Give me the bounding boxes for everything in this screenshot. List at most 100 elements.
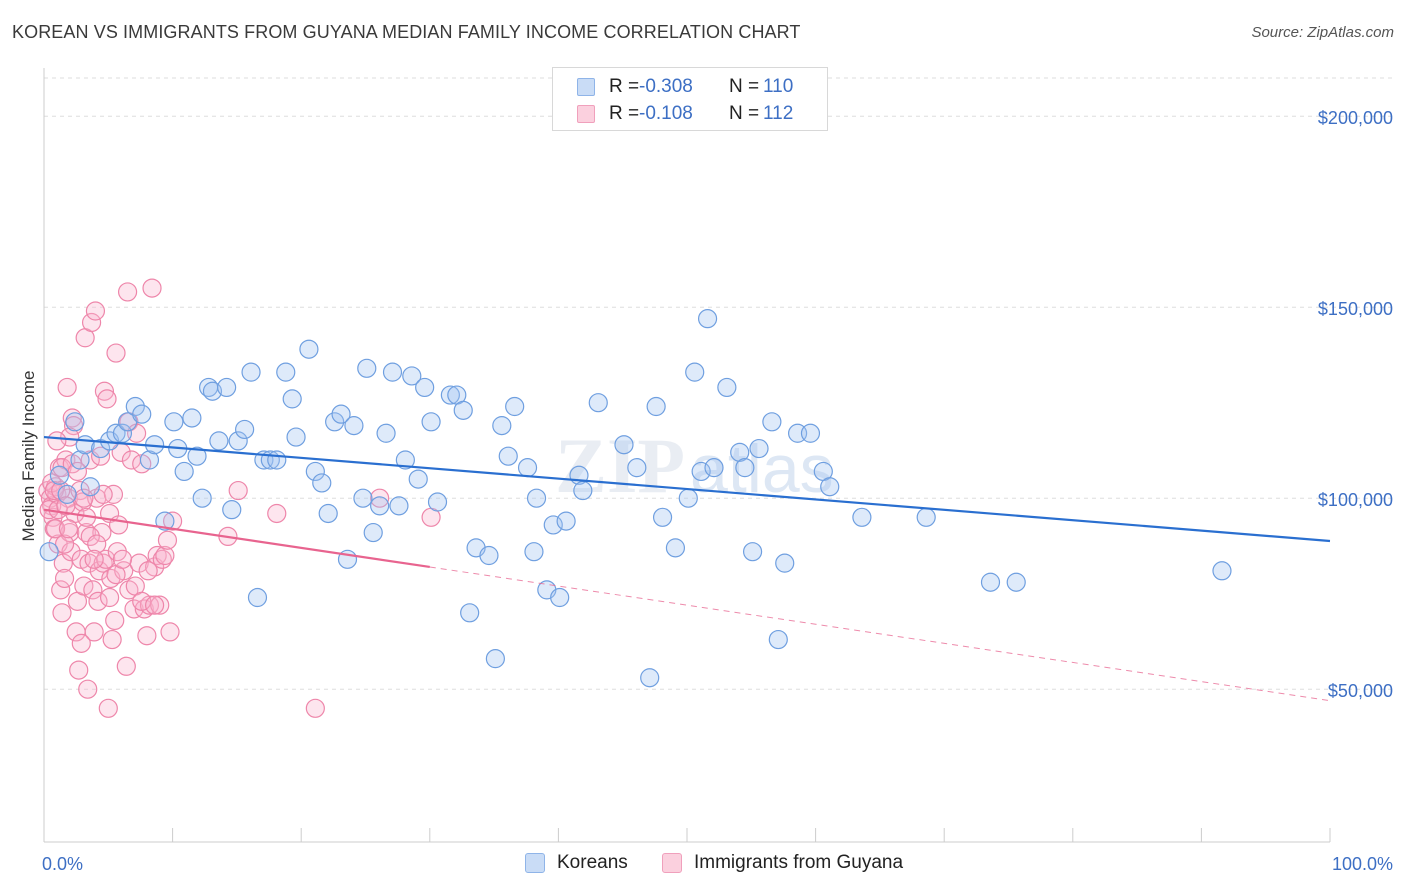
korean-point bbox=[498, 446, 518, 466]
x-tick-label: 0.0% bbox=[42, 854, 83, 874]
guyana-point bbox=[305, 698, 325, 718]
korean-point bbox=[57, 484, 77, 504]
korean-point bbox=[112, 423, 133, 443]
korean-point bbox=[241, 362, 261, 382]
guyana-point bbox=[103, 484, 124, 504]
x-tick-label: 100.0% bbox=[1332, 854, 1393, 874]
korean-point bbox=[235, 419, 255, 440]
guyana-point bbox=[69, 660, 89, 680]
guyana-point bbox=[267, 503, 287, 524]
guyana-point bbox=[88, 591, 108, 611]
guyana-trend-extension bbox=[429, 566, 1331, 702]
guyana-point bbox=[84, 549, 104, 569]
koreans-trend-line bbox=[43, 435, 1331, 543]
r-label: R = bbox=[609, 76, 640, 97]
legend-item-guyana[interactable]: Immigrants from Guyana bbox=[662, 852, 903, 874]
korean-point bbox=[460, 603, 480, 623]
guyana-point bbox=[108, 515, 129, 535]
korean-point bbox=[640, 668, 660, 688]
guyana-point bbox=[157, 530, 178, 550]
guyana-point bbox=[44, 480, 64, 501]
guyana-point bbox=[163, 511, 183, 531]
guyana-point bbox=[132, 591, 152, 611]
guyana-point bbox=[99, 587, 120, 608]
korean-point bbox=[325, 412, 345, 432]
guyana-point bbox=[137, 626, 157, 646]
korean-point bbox=[652, 507, 673, 527]
korean-point bbox=[852, 507, 872, 527]
korean-point bbox=[299, 339, 319, 359]
n-label: N = bbox=[729, 76, 760, 97]
korean-point bbox=[775, 553, 795, 573]
korean-point bbox=[408, 469, 428, 489]
axes bbox=[43, 68, 1331, 843]
korean-point bbox=[742, 542, 763, 562]
korean-point bbox=[440, 385, 460, 405]
y-tick-label: $150,000 bbox=[1318, 299, 1393, 319]
legend-label-guyana: Immigrants from Guyana bbox=[694, 852, 904, 873]
korean-point bbox=[276, 362, 296, 382]
y-axis-label: Median Family Income bbox=[19, 370, 38, 541]
korean-point bbox=[353, 488, 373, 508]
korean-point bbox=[395, 450, 415, 470]
korean-point bbox=[453, 400, 473, 420]
korean-point bbox=[588, 393, 608, 413]
korean-point bbox=[697, 309, 718, 329]
korean-point bbox=[749, 438, 769, 459]
guyana-point bbox=[147, 545, 167, 566]
koreans-swatch bbox=[577, 78, 595, 96]
korean-point bbox=[192, 488, 212, 508]
korean-point bbox=[49, 465, 70, 485]
guyana-point bbox=[124, 599, 144, 619]
guyana-point bbox=[160, 622, 180, 642]
korean-point bbox=[70, 450, 90, 470]
korean-point bbox=[155, 511, 175, 531]
guyana-point bbox=[94, 381, 115, 401]
legend-item-koreans[interactable]: Koreans bbox=[525, 852, 628, 874]
guyana-point bbox=[52, 458, 72, 478]
korean-point bbox=[517, 458, 538, 478]
guyana-point bbox=[96, 549, 116, 569]
y-tick-label: $200,000 bbox=[1318, 108, 1393, 128]
korean-point bbox=[370, 496, 390, 516]
korean-point bbox=[526, 488, 547, 508]
guyana-point bbox=[71, 633, 91, 653]
korean-point bbox=[209, 431, 229, 451]
guyana-point bbox=[57, 377, 77, 398]
series-koreans-points bbox=[39, 309, 1232, 688]
korean-point bbox=[485, 649, 505, 669]
guyana-swatch bbox=[577, 105, 595, 123]
guyana-point bbox=[78, 679, 98, 699]
korean-point bbox=[479, 545, 499, 566]
korean-point bbox=[735, 458, 755, 478]
guyana-point bbox=[83, 580, 103, 600]
korean-point bbox=[331, 404, 351, 424]
guyana-point bbox=[370, 488, 390, 508]
chart-title: KOREAN VS IMMIGRANTS FROM GUYANA MEDIAN … bbox=[12, 22, 801, 42]
guyana-point bbox=[80, 526, 100, 547]
guyana-point bbox=[85, 301, 106, 321]
legend-label-koreans: Koreans bbox=[557, 852, 628, 873]
guyana-point bbox=[144, 595, 165, 615]
guyana-point bbox=[81, 312, 102, 333]
korean-point bbox=[182, 408, 202, 428]
korean-point bbox=[228, 431, 248, 451]
korean-point bbox=[730, 442, 750, 462]
korean-point bbox=[820, 477, 840, 497]
n-value: 112 bbox=[763, 103, 794, 124]
korean-point bbox=[318, 503, 338, 524]
korean-point bbox=[164, 412, 184, 432]
korean-point bbox=[415, 377, 435, 398]
trend-lines bbox=[43, 435, 1331, 702]
guyana-point bbox=[117, 282, 138, 302]
korean-point bbox=[524, 542, 544, 562]
guyana-point bbox=[116, 656, 136, 676]
korean-point bbox=[691, 461, 711, 482]
korean-point bbox=[187, 446, 207, 466]
guyana-point bbox=[98, 698, 118, 718]
guyana-point bbox=[138, 561, 158, 581]
korean-point bbox=[222, 500, 242, 520]
guyana-point bbox=[54, 568, 75, 589]
korean-point bbox=[678, 488, 698, 508]
korean-point bbox=[627, 458, 647, 478]
